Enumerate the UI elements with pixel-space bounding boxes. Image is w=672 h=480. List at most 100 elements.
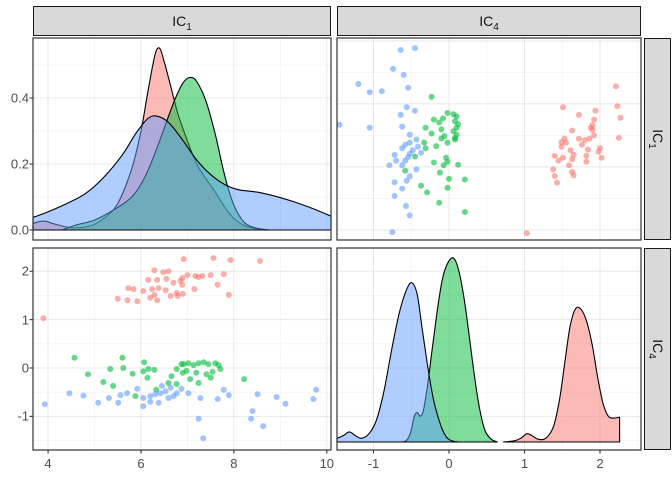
data-point bbox=[195, 415, 202, 422]
data-point bbox=[107, 366, 114, 372]
data-point bbox=[397, 47, 404, 53]
panel-bottom-left-scatter bbox=[32, 247, 332, 451]
data-point bbox=[141, 359, 148, 366]
data-point bbox=[415, 143, 421, 150]
data-point bbox=[436, 199, 443, 206]
data-point bbox=[402, 167, 409, 174]
strip-top-ic4: IC4 bbox=[337, 6, 641, 36]
data-point bbox=[173, 390, 180, 397]
axis-tick-label: -1 bbox=[17, 408, 29, 424]
data-point bbox=[134, 298, 141, 305]
data-point bbox=[389, 229, 396, 236]
data-point bbox=[560, 154, 566, 161]
data-point bbox=[440, 162, 447, 169]
data-point bbox=[85, 371, 91, 378]
data-point bbox=[167, 292, 174, 299]
data-point bbox=[158, 382, 165, 389]
data-point bbox=[399, 185, 406, 192]
data-point bbox=[105, 395, 112, 401]
data-point bbox=[217, 366, 224, 372]
data-point bbox=[80, 392, 87, 399]
strip-right-ic4: IC4 bbox=[644, 248, 671, 450]
data-point bbox=[591, 132, 597, 139]
data-point bbox=[195, 360, 202, 367]
data-point bbox=[120, 365, 127, 371]
data-point bbox=[71, 354, 78, 361]
data-point bbox=[570, 151, 577, 158]
data-point bbox=[413, 136, 420, 143]
data-point bbox=[145, 366, 152, 372]
data-point bbox=[550, 166, 557, 173]
data-point bbox=[403, 203, 409, 209]
data-point bbox=[554, 179, 560, 186]
data-point bbox=[205, 361, 212, 368]
data-point bbox=[256, 258, 263, 264]
data-point bbox=[179, 281, 186, 288]
data-point bbox=[195, 380, 202, 386]
data-point bbox=[413, 166, 420, 173]
data-point bbox=[569, 168, 576, 175]
data-point bbox=[412, 45, 418, 52]
data-point bbox=[185, 390, 192, 397]
data-point bbox=[178, 385, 185, 392]
data-point bbox=[561, 135, 568, 142]
data-point bbox=[418, 182, 425, 189]
data-point bbox=[461, 209, 468, 215]
data-point bbox=[390, 65, 397, 72]
data-point bbox=[461, 176, 468, 183]
data-point bbox=[406, 131, 413, 138]
data-point bbox=[366, 89, 373, 96]
data-point bbox=[183, 367, 190, 374]
data-point bbox=[173, 381, 180, 387]
strip-label: IC1 bbox=[172, 13, 192, 33]
data-point bbox=[227, 257, 234, 264]
data-point bbox=[551, 152, 558, 159]
data-point bbox=[597, 145, 603, 152]
data-point bbox=[129, 370, 136, 377]
data-point bbox=[355, 81, 362, 87]
data-point bbox=[140, 395, 147, 401]
data-point bbox=[180, 361, 187, 368]
data-point bbox=[147, 393, 154, 400]
data-point bbox=[185, 360, 192, 367]
data-point bbox=[569, 127, 576, 134]
data-point bbox=[180, 256, 187, 263]
data-point bbox=[225, 392, 232, 399]
density-curve bbox=[502, 306, 621, 443]
data-point bbox=[149, 286, 156, 293]
data-point bbox=[184, 272, 191, 279]
data-point bbox=[336, 121, 343, 128]
data-point bbox=[167, 384, 174, 391]
data-point bbox=[403, 177, 410, 184]
strip-label: IC4 bbox=[479, 13, 499, 33]
data-point bbox=[210, 255, 217, 262]
data-point bbox=[191, 286, 198, 293]
data-point bbox=[438, 126, 445, 133]
data-point bbox=[592, 107, 599, 114]
data-point bbox=[114, 295, 121, 302]
data-point bbox=[391, 151, 398, 158]
data-point bbox=[124, 297, 131, 304]
data-point bbox=[119, 354, 126, 361]
data-point bbox=[566, 162, 572, 169]
data-point bbox=[551, 173, 558, 179]
data-point bbox=[154, 297, 161, 304]
data-point bbox=[399, 162, 406, 169]
axis-tick-label: 1 bbox=[21, 312, 29, 328]
data-point bbox=[173, 366, 180, 372]
data-point bbox=[162, 388, 169, 395]
strip-label: IC1 bbox=[645, 129, 666, 149]
data-point bbox=[598, 154, 605, 161]
data-point bbox=[41, 401, 48, 408]
data-point bbox=[110, 382, 117, 389]
data-point bbox=[313, 386, 320, 393]
data-point bbox=[436, 119, 443, 126]
data-point bbox=[452, 118, 458, 125]
data-point bbox=[125, 285, 132, 292]
data-point bbox=[225, 291, 232, 298]
strip-label: IC4 bbox=[645, 339, 666, 359]
data-point bbox=[584, 146, 591, 153]
data-point bbox=[450, 111, 457, 118]
